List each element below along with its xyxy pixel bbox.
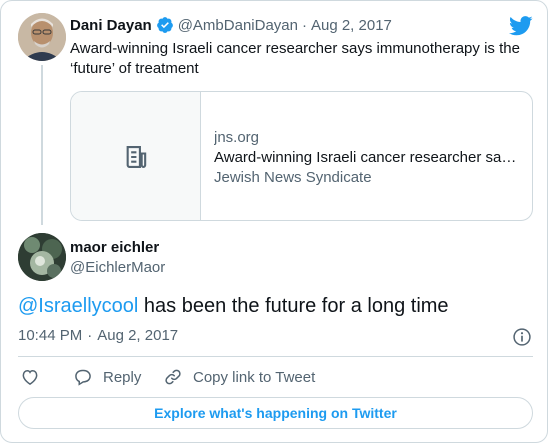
- reply-label: Reply: [103, 368, 142, 386]
- explore-twitter-button[interactable]: Explore what's happening on Twitter: [18, 397, 533, 429]
- link-preview-text: jns.org Award-winning Israeli cancer res…: [214, 128, 519, 188]
- reply-time: 10:44 PM: [18, 327, 83, 344]
- link-title: Award-winning Israeli cancer researcher …: [214, 149, 517, 166]
- like-button[interactable]: [20, 367, 40, 387]
- verified-badge-icon: [156, 17, 173, 33]
- article-icon: [126, 146, 147, 168]
- dani-dayan-avatar[interactable]: [18, 13, 66, 61]
- reply-date: Aug 2, 2017: [97, 327, 179, 344]
- link-domain: jns.org: [214, 129, 260, 146]
- reply-timestamp[interactable]: 10:44 PM · Aug 2, 2017: [18, 327, 178, 344]
- dani-dayan-handle[interactable]: @AmbDaniDayan: [177, 16, 298, 34]
- timestamp-separator: ·: [87, 327, 93, 344]
- heart-icon: [22, 369, 38, 385]
- maor-eichler-name[interactable]: maor eichler: [70, 239, 160, 256]
- link-source: Jewish News Syndicate: [214, 169, 372, 186]
- dani-dayan-name[interactable]: Dani Dayan: [70, 16, 152, 34]
- info-icon[interactable]: [512, 327, 532, 347]
- original-tweet-text: Award-winning Israeli cancer researcher …: [70, 40, 520, 77]
- reply-tweet-text: @Israellycool has been the future for a …: [18, 293, 449, 319]
- reply-bubble-icon: [75, 369, 91, 386]
- thread-connector-line: [41, 65, 43, 225]
- maor-eichler-avatar[interactable]: [18, 233, 66, 281]
- original-tweet-header: Dani Dayan @AmbDaniDayan · Aug 2, 2017: [70, 16, 392, 34]
- copy-link-label: Copy link to Tweet: [193, 368, 316, 386]
- mention-link[interactable]: @Israellycool: [18, 295, 139, 317]
- header-separator: ·: [301, 16, 307, 34]
- reply-text-rest: has been the future for a long time: [138, 295, 449, 317]
- link-preview-thumbnail: [71, 92, 201, 220]
- link-preview-card[interactable]: jns.org Award-winning Israeli cancer res…: [70, 91, 533, 221]
- actions-top-divider: [18, 356, 533, 357]
- twitter-bird-icon[interactable]: [509, 15, 533, 37]
- link-icon: [165, 369, 181, 385]
- maor-eichler-handle[interactable]: @EichlerMaor: [70, 259, 166, 276]
- reply-button[interactable]: Reply: [73, 367, 141, 387]
- original-tweet-date[interactable]: Aug 2, 2017: [310, 16, 392, 34]
- copy-link-button[interactable]: Copy link to Tweet: [163, 367, 315, 387]
